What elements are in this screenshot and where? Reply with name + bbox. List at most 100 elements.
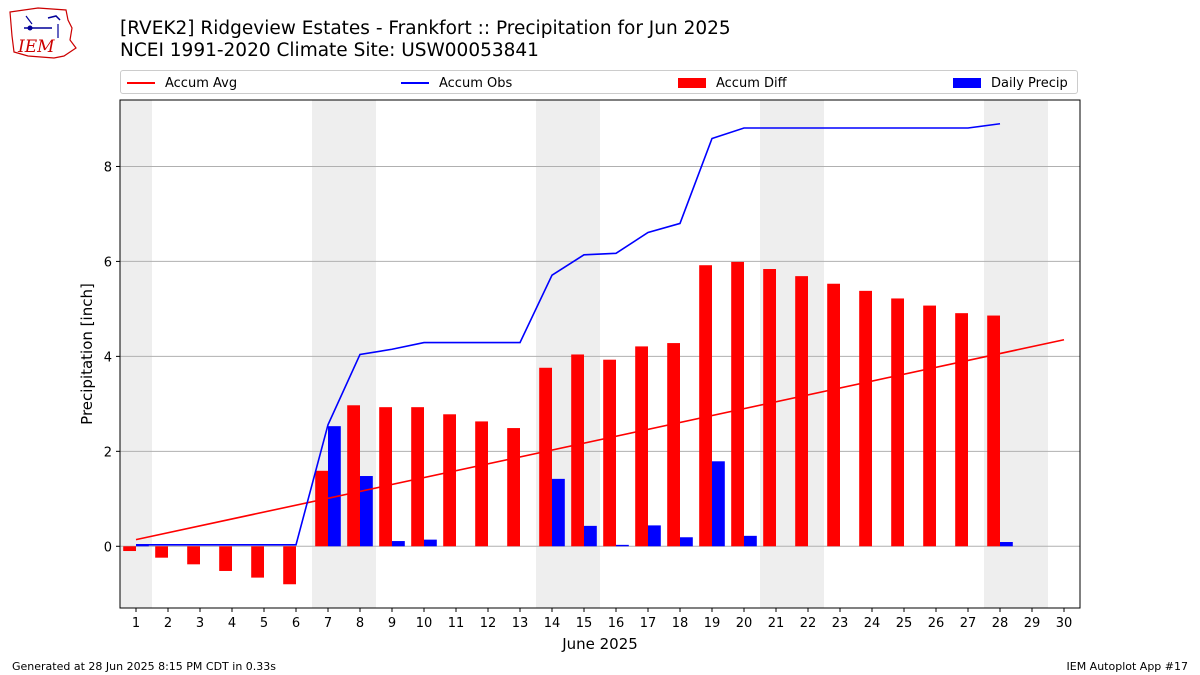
accum-diff-bar-day-10 bbox=[411, 407, 424, 547]
legend-item-daily-precip: Daily Precip bbox=[953, 74, 1068, 92]
legend-label-daily-precip: Daily Precip bbox=[991, 75, 1068, 91]
y-tick-label-6: 6 bbox=[104, 255, 112, 270]
daily-precip-bar-day-7 bbox=[328, 426, 341, 547]
x-tick-label-30: 30 bbox=[1056, 616, 1073, 631]
x-tick-label-19: 19 bbox=[704, 616, 721, 631]
x-tick-label-25: 25 bbox=[896, 616, 913, 631]
x-tick-label-18: 18 bbox=[672, 616, 689, 631]
accum-diff-bar-day-2 bbox=[155, 546, 168, 558]
grid-lines bbox=[120, 165, 1080, 547]
x-tick-label-5: 5 bbox=[260, 616, 268, 631]
daily-precip-bar-day-19 bbox=[712, 461, 725, 547]
x-tick-label-22: 22 bbox=[800, 616, 817, 631]
x-tick-label-9: 9 bbox=[388, 616, 396, 631]
y-axis-label: Precipitation [inch] bbox=[78, 283, 96, 425]
y-tick-label-8: 8 bbox=[104, 160, 112, 175]
accum-diff-bar-day-25 bbox=[891, 298, 904, 547]
accum-diff-bar-day-19 bbox=[699, 265, 712, 547]
x-tick-label-12: 12 bbox=[480, 616, 497, 631]
daily-precip-bar-day-15 bbox=[584, 525, 597, 547]
accum-obs-line bbox=[136, 122, 1001, 546]
daily-precip-bar-day-9 bbox=[392, 541, 405, 547]
app-credit: IEM Autoplot App #17 bbox=[1066, 660, 1189, 673]
x-tick-label-11: 11 bbox=[448, 616, 465, 631]
accum-diff-bar-day-9 bbox=[379, 407, 392, 547]
x-tick-label-16: 16 bbox=[608, 616, 625, 631]
legend-swatch-daily-precip bbox=[953, 78, 981, 88]
x-tick-label-8: 8 bbox=[356, 616, 364, 631]
chart-subtitle: NCEI 1991-2020 Climate Site: USW00053841 bbox=[120, 40, 539, 61]
accum-diff-bar-day-12 bbox=[475, 421, 488, 547]
x-tick-label-14: 14 bbox=[544, 616, 561, 631]
x-tick-label-24: 24 bbox=[864, 616, 881, 631]
daily-precip-bar-day-10 bbox=[424, 539, 437, 547]
x-axis: 1 2 3 4 5 6 7 8 9 10 11 12 13 14 15 16 17 18 19 20 21 22 23 24 2… bbox=[132, 608, 1072, 631]
x-axis-label: June 2025 bbox=[561, 635, 638, 653]
accum-avg-line bbox=[135, 338, 1065, 541]
x-tick-label-1: 1 bbox=[132, 616, 140, 631]
daily-precip-bar-day-14 bbox=[552, 478, 565, 547]
accum-diff-bar-day-23 bbox=[827, 283, 840, 547]
legend-item-accum-avg: Accum Avg bbox=[127, 74, 237, 92]
x-tick-label-3: 3 bbox=[196, 616, 204, 631]
x-tick-label-21: 21 bbox=[768, 616, 785, 631]
x-tick-label-2: 2 bbox=[164, 616, 172, 631]
x-tick-label-6: 6 bbox=[292, 616, 300, 631]
legend-swatch-accum-avg bbox=[127, 82, 155, 84]
y-axis: 0 2 4 6 8 bbox=[104, 160, 120, 555]
accum-diff-bar-day-28 bbox=[987, 315, 1000, 547]
accum-diff-bar-day-8 bbox=[347, 405, 360, 547]
x-tick-label-27: 27 bbox=[960, 616, 977, 631]
x-tick-label-23: 23 bbox=[832, 616, 849, 631]
accum-diff-bar-day-11 bbox=[443, 414, 456, 547]
weekend-band-day-29 bbox=[1016, 100, 1048, 608]
x-tick-label-26: 26 bbox=[928, 616, 945, 631]
accum-diff-bar-day-18 bbox=[667, 343, 680, 547]
accum-diff-bar-day-21 bbox=[763, 269, 776, 547]
x-tick-label-7: 7 bbox=[324, 616, 332, 631]
accum-diff-bar-day-17 bbox=[635, 346, 648, 547]
legend-swatch-accum-obs bbox=[401, 82, 429, 84]
legend-swatch-accum-diff bbox=[678, 78, 706, 88]
legend-label-accum-obs: Accum Obs bbox=[439, 75, 513, 91]
accum-diff-bar-day-20 bbox=[731, 261, 744, 547]
accum-diff-bar-day-6 bbox=[283, 546, 296, 585]
chart-title: [RVEK2] Ridgeview Estates - Frankfort ::… bbox=[120, 18, 731, 39]
accum-diff-bar-day-3 bbox=[187, 546, 200, 565]
accum-diff-bar-day-14 bbox=[539, 367, 552, 547]
daily-precip-bar-day-28 bbox=[1000, 542, 1013, 547]
weekend-band-day-1 bbox=[120, 100, 152, 608]
daily-precip-bar-day-17 bbox=[648, 525, 661, 547]
legend-label-accum-avg: Accum Avg bbox=[165, 75, 238, 91]
bars bbox=[123, 261, 1013, 585]
plot-frame bbox=[119, 99, 1081, 609]
accum-diff-bar-day-24 bbox=[859, 290, 872, 547]
x-tick-label-20: 20 bbox=[736, 616, 753, 631]
accum-diff-bar-day-27 bbox=[955, 313, 968, 547]
x-tick-label-10: 10 bbox=[416, 616, 433, 631]
daily-precip-bar-day-8 bbox=[360, 476, 373, 547]
accum-diff-bar-day-7 bbox=[315, 470, 328, 547]
line-series bbox=[135, 122, 1065, 546]
accum-diff-bar-day-16 bbox=[603, 359, 616, 547]
y-tick-label-0: 0 bbox=[104, 540, 112, 555]
generated-timestamp: Generated at 28 Jun 2025 8:15 PM CDT in … bbox=[12, 660, 277, 673]
x-tick-label-28: 28 bbox=[992, 616, 1009, 631]
daily-precip-bar-day-18 bbox=[680, 537, 693, 547]
legend-item-accum-obs: Accum Obs bbox=[401, 74, 512, 92]
accum-diff-bar-day-26 bbox=[923, 305, 936, 547]
accum-diff-bar-day-15 bbox=[571, 354, 584, 547]
y-tick-label-2: 2 bbox=[104, 445, 112, 460]
x-tick-label-4: 4 bbox=[228, 616, 236, 631]
logo-text: IEM bbox=[17, 37, 55, 57]
x-tick-label-17: 17 bbox=[640, 616, 657, 631]
accum-diff-bar-day-4 bbox=[219, 546, 232, 571]
legend-label-accum-diff: Accum Diff bbox=[716, 75, 787, 91]
y-tick-label-4: 4 bbox=[104, 350, 112, 365]
daily-precip-bar-day-16 bbox=[616, 544, 629, 547]
legend-item-accum-diff: Accum Diff bbox=[678, 74, 787, 92]
iem-logo: IEM bbox=[9, 7, 77, 59]
daily-precip-bar-day-20 bbox=[744, 535, 757, 547]
accum-diff-bar-day-5 bbox=[251, 546, 264, 578]
